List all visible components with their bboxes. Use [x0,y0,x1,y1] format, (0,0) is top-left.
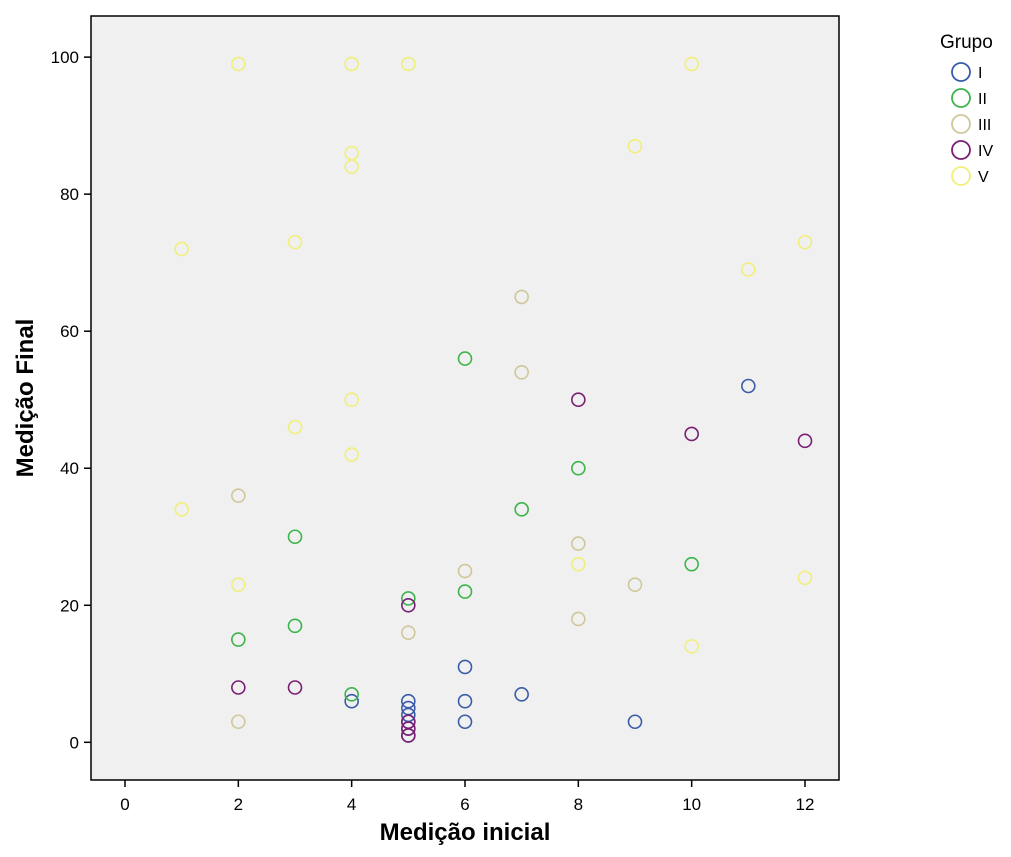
data-point-v [741,262,756,277]
data-point-ii [287,529,303,545]
data-point-v [684,56,699,72]
x-tick-label: 10 [682,795,701,814]
data-point-v [797,234,813,250]
y-axis: 0 20 40 60 80 100 [51,48,91,752]
data-point-ii [684,556,699,572]
data-point-v [571,556,586,572]
data-point-iii [231,488,246,503]
legend-marker-i [951,62,971,82]
data-point-v [174,502,189,517]
data-point-i [457,714,473,730]
data-point-i [627,714,643,730]
y-tick-label: 100 [51,48,79,67]
x-tick-label: 8 [574,795,583,814]
data-point-v [344,56,359,72]
data-points [174,56,813,743]
legend-marker-iv [951,140,971,160]
y-tick-label: 20 [60,596,79,615]
y-tick-label: 60 [60,322,79,341]
legend-label-v: V [978,169,989,186]
data-point-iii [514,289,529,305]
legend-marker-iii [951,114,971,134]
legend-label-iii: III [978,117,991,134]
legend-label-iv: IV [978,143,993,160]
x-tick-label: 6 [460,795,469,814]
x-tick-label: 4 [347,795,356,814]
data-point-v [344,447,359,462]
data-point-i [457,693,473,709]
legend-label-ii: II [978,91,987,108]
data-point-ii [457,584,473,599]
data-point-iii [514,365,529,380]
data-point-v [231,577,246,593]
data-point-iii [571,611,586,627]
data-point-i [401,693,416,709]
data-point-iii [401,625,416,640]
x-axis-label: Medição inicial [380,819,551,846]
data-point-i [514,687,529,702]
plot-area [90,15,840,781]
data-point-iv [287,680,303,695]
data-point-iv [401,714,416,730]
data-point-ii [287,618,303,634]
x-axis: 0 2 4 6 8 10 12 [120,780,814,814]
data-point-v [287,234,303,250]
data-point-iii [627,577,643,593]
y-axis-label: Medição Final [12,319,39,478]
legend-title: Grupo [940,32,993,53]
data-point-v [344,145,359,161]
data-point-v [174,241,189,257]
data-point-iii [571,536,586,551]
data-point-ii [231,632,246,647]
data-point-iv [401,721,416,736]
data-point-v [231,56,246,72]
data-point-v [627,138,643,154]
data-point-v [344,392,359,408]
data-point-i [457,659,473,675]
data-point-ii [514,502,529,517]
x-tick-label: 0 [120,795,129,814]
data-point-iii [231,714,246,730]
x-tick-label: 2 [234,795,243,814]
data-point-i [741,378,756,394]
data-point-ii [401,591,416,606]
data-point-ii [344,687,359,702]
data-point-ii [457,351,473,366]
data-point-v [797,570,813,586]
y-tick-label: 40 [60,459,79,478]
x-tick-label: 12 [796,795,815,814]
data-point-iv [797,433,813,449]
legend-marker-v [951,166,971,186]
data-point-v [287,419,303,435]
data-point-v [684,639,699,654]
data-point-iv [231,680,246,695]
data-point-iv [684,426,699,442]
data-point-iv [571,392,586,408]
data-point-ii [571,460,586,476]
data-point-v [401,56,416,72]
y-tick-label: 80 [60,185,79,204]
legend-marker-ii [951,88,971,108]
data-point-iv [401,597,416,613]
data-point-i [344,693,359,709]
y-tick-label: 0 [70,733,79,752]
data-point-iii [457,563,473,579]
legend-label-i: I [978,65,982,82]
